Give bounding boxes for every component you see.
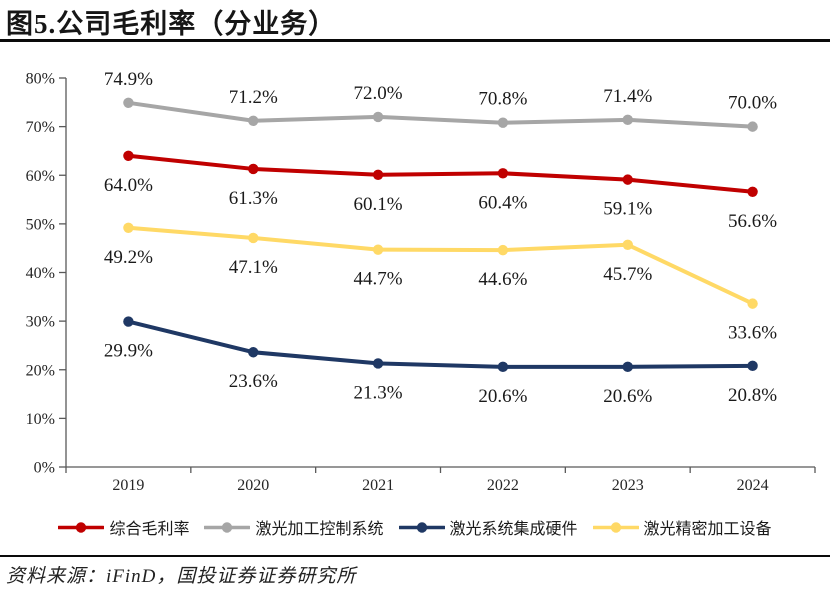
- y-tick-label: 80%: [26, 71, 55, 88]
- legend-item: 综合毛利率: [58, 515, 189, 539]
- x-tick-label: 2022: [487, 477, 519, 494]
- legend-label: 激光精密加工设备: [643, 521, 772, 538]
- data-point-marker: [372, 358, 384, 369]
- data-point-marker: [123, 97, 134, 108]
- series-综合毛利率: [123, 150, 758, 197]
- data-label: 61.3%: [229, 188, 278, 209]
- y-axis-labels: 0% 10% 20% 30% 40% 50% 60% 70% 80%: [26, 71, 55, 477]
- data-label: 20.6%: [603, 386, 652, 407]
- legend-line-marker-icon: [398, 521, 445, 533]
- data-point-marker: [123, 222, 134, 233]
- x-tick-label: 2024: [737, 477, 769, 494]
- data-label: 72.0%: [354, 83, 403, 104]
- y-tick-label: 20%: [26, 362, 55, 379]
- data-point-marker: [747, 360, 758, 372]
- x-tick-label: 2019: [112, 477, 144, 494]
- data-label: 60.4%: [478, 192, 527, 213]
- legend-dot: [416, 521, 427, 533]
- axes: [59, 77, 816, 473]
- data-label: 71.4%: [603, 86, 652, 107]
- x-tick-label: 2023: [612, 477, 644, 494]
- data-point-marker: [372, 111, 384, 123]
- legend-label: 激光加工控制系统: [255, 521, 384, 538]
- y-tick-label: 30%: [26, 314, 55, 331]
- data-point-marker: [248, 232, 259, 244]
- data-point-marker: [747, 298, 758, 309]
- data-label: 47.1%: [229, 257, 278, 278]
- data-point-marker: [372, 169, 384, 180]
- legend-item: 激光加工控制系统: [204, 515, 384, 539]
- data-point-marker: [622, 174, 633, 185]
- data-label: 20.6%: [478, 386, 527, 407]
- data-label: 70.0%: [728, 93, 777, 114]
- figure-title: 图5.公司毛利率（分业务）: [6, 9, 337, 39]
- data-label: 64.0%: [104, 175, 153, 196]
- legend-line-marker-icon: [592, 521, 639, 533]
- data-label: 70.8%: [478, 89, 527, 110]
- legend-item: 激光精密加工设备: [592, 515, 772, 539]
- data-label: 23.6%: [229, 371, 278, 392]
- series-line: [126, 319, 755, 369]
- data-point-marker: [248, 115, 259, 126]
- y-tick-label: 60%: [26, 168, 55, 185]
- data-point-marker: [497, 361, 509, 373]
- series-line: [126, 225, 755, 306]
- y-tick-label: 40%: [26, 265, 55, 282]
- gross-margin-line-chart: 0%10%20%30%40%50%60%70%80%2019 2020 2021 20…: [26, 69, 816, 494]
- data-point-marker: [497, 168, 509, 179]
- data-point-marker: [123, 150, 134, 161]
- y-tick-label: 0%: [34, 460, 55, 477]
- series-line: [126, 153, 755, 194]
- series-激光系统集成硬件: [123, 316, 758, 373]
- series-line: [126, 100, 755, 129]
- data-label: 45.7%: [603, 264, 652, 285]
- title-rule: [0, 39, 830, 42]
- legend-item: 激光系统集成硬件: [398, 515, 578, 539]
- data-point-marker: [248, 163, 259, 175]
- data-point-marker: [747, 121, 758, 132]
- data-label: 74.9%: [104, 69, 153, 90]
- chart-legend: 综合毛利率 激光加工控制系统 激光系统集成硬件 激光精密加工设备: [0, 511, 830, 543]
- legend-dot: [222, 521, 233, 533]
- x-tick-label: 2020: [237, 477, 269, 494]
- legend-label: 综合毛利率: [109, 521, 190, 538]
- data-point-marker: [123, 316, 134, 327]
- data-label: 33.6%: [728, 323, 777, 344]
- data-label: 21.3%: [354, 382, 403, 403]
- data-point-marker: [622, 239, 633, 250]
- legend-dot: [610, 521, 621, 533]
- legend-line-marker-icon: [58, 521, 105, 533]
- data-label: 44.6%: [478, 269, 527, 290]
- x-tick-label: 2021: [362, 477, 394, 494]
- source-note: 资料来源：iFinD，国投证券证券研究所: [6, 566, 357, 587]
- data-point-marker: [372, 244, 384, 255]
- data-point-marker: [497, 244, 509, 256]
- data-label: 29.9%: [104, 341, 153, 362]
- y-tick-label: 10%: [26, 411, 55, 428]
- legend-line-marker-icon: [204, 521, 251, 533]
- data-point-marker: [622, 361, 633, 373]
- data-label: 20.8%: [728, 385, 777, 406]
- data-label: 56.6%: [728, 211, 777, 232]
- data-point-marker: [747, 186, 758, 197]
- y-tick-label: 50%: [26, 216, 55, 233]
- source-rule: [0, 555, 830, 557]
- data-label: 49.2%: [104, 247, 153, 268]
- legend-label: 激光系统集成硬件: [449, 521, 578, 538]
- data-point-marker: [497, 117, 509, 128]
- legend-dot: [76, 521, 87, 533]
- data-label: 60.1%: [354, 194, 403, 215]
- data-label: 44.7%: [354, 269, 403, 290]
- series-激光加工控制系统: [123, 97, 758, 132]
- data-labels: 64.0% 61.3% 60.1% 60.4% 59.1% 56.6% 74.9% 71.2%…: [104, 69, 777, 407]
- x-axis-labels: 2019 2020 2021 2022 2023 2024: [112, 477, 768, 494]
- data-point-marker: [622, 114, 633, 126]
- y-tick-label: 70%: [26, 119, 55, 136]
- data-label: 59.1%: [603, 199, 652, 220]
- series-激光精密加工设备: [123, 222, 758, 309]
- data-point-marker: [248, 347, 259, 358]
- data-label: 71.2%: [229, 87, 278, 108]
